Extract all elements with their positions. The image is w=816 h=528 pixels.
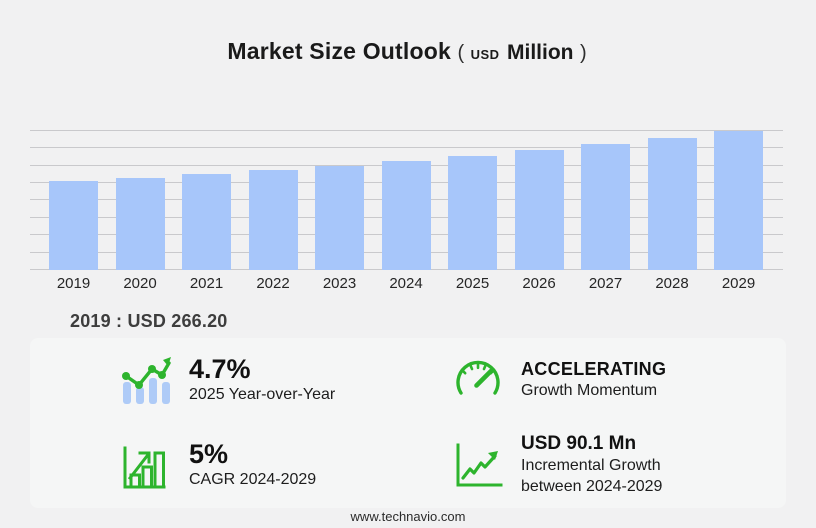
stat-yoy-value: 4.7% [189,354,251,385]
stat-momentum-label: Growth Momentum [521,381,658,399]
x-tick-label: 2025 [455,275,490,292]
base-year-value-annotation: 2019 : USD 266.20 [70,311,228,331]
stat-incremental-label: Incremental Growth between 2024-2029 [521,457,663,495]
stat-momentum-text: ACCELERATING Growth Momentum [521,359,666,401]
bar-2025 [448,156,497,270]
footer-url: www.technavio.com [350,509,466,524]
stat-cagr-value: 5% [189,439,229,470]
bar-2029 [714,131,763,270]
x-tick-label: 2027 [588,275,623,292]
line-growth-icon [456,443,503,487]
chart-title-main: Market Size Outlook [227,38,452,64]
x-tick-label: 2028 [655,275,689,292]
bar-trend-icon [122,356,171,404]
stat-momentum-value: ACCELERATING [521,359,667,380]
x-tick-label: 2024 [389,275,423,292]
title-currency: USD [470,47,500,62]
x-tick-label: 2022 [256,275,290,292]
bar-2028 [647,138,697,270]
speedometer-icon [456,360,500,395]
bar-2023 [315,166,364,270]
outlined-bar-growth-icon [123,446,166,488]
x-tick-label: 2019 [56,275,91,292]
stat-momentum: ACCELERATING Growth Momentum [408,355,786,407]
bar-series [30,120,783,270]
title-paren-open: ( [457,42,465,64]
stat-incremental: USD 90.1 Mn Incremental Growth between 2… [408,433,786,497]
stats-panel: 4.7% 2025 Year-over-Year ACCELERATING Gr… [30,338,786,508]
footer: www.technavio.com [0,509,816,524]
x-tick-label: 2029 [721,275,756,292]
bar-2026 [514,150,564,270]
bar-2021 [182,174,231,270]
title-unit: Million [507,41,574,64]
stat-cagr: 5% CAGR 2024-2029 [30,440,408,492]
title-paren-close: ) [579,42,587,64]
bar-2027 [581,144,630,270]
chart-title: Market Size Outlook ( USD Million ) [0,38,816,65]
x-tick-label: 2026 [522,275,556,292]
stat-yoy-label: 2025 Year-over-Year [189,385,336,403]
x-tick-label: 2020 [123,275,157,292]
bar-2019 [49,181,98,270]
stat-cagr-text: 5% CAGR 2024-2029 [189,440,316,490]
stat-incremental-value: USD 90.1 Mn [521,433,637,455]
stat-yoy-text: 4.7% 2025 Year-over-Year [189,355,335,405]
bar-2022 [248,170,298,270]
stat-cagr-label: CAGR 2024-2029 [189,470,317,488]
stat-yoy: 4.7% 2025 Year-over-Year [30,355,408,407]
bar-2020 [115,178,165,270]
stat-incremental-text: USD 90.1 Mn Incremental Growth between 2… [521,433,696,497]
gridline [30,129,783,131]
x-tick-label: 2021 [189,275,224,292]
x-tick-label: 2023 [322,275,357,292]
x-axis-labels: 2019 2020 2021 2022 2023 2024 2025 2026 2027 2028… [30,275,783,292]
gridline [30,147,783,149]
plot-area [30,120,783,270]
bar-2024 [381,161,431,270]
